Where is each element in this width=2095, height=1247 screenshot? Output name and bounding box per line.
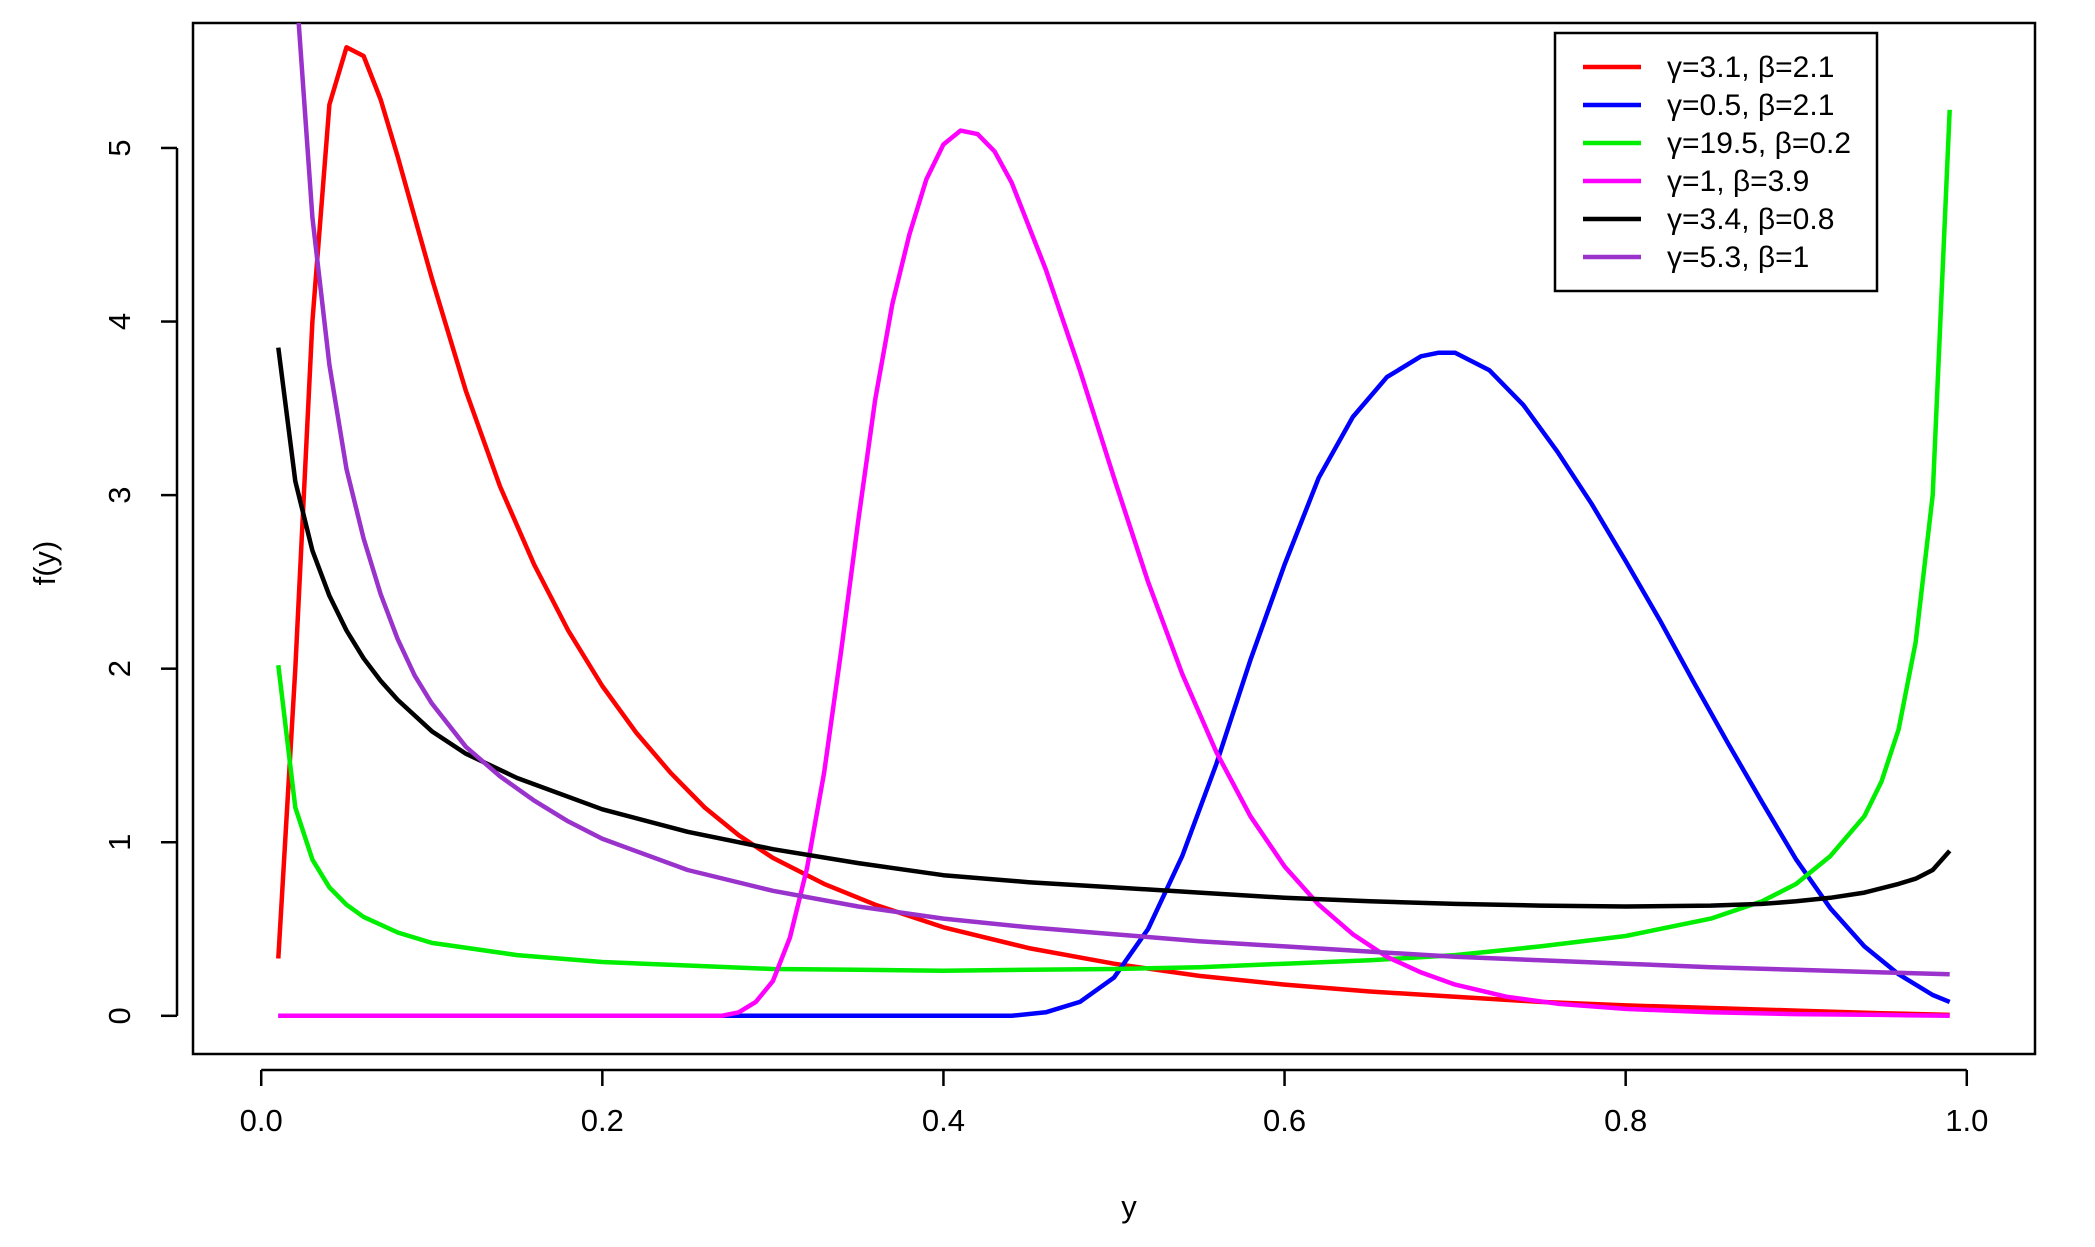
x-tick-label: 0.2 xyxy=(581,1103,624,1138)
legend-label: γ=3.1, β=2.1 xyxy=(1667,51,1834,84)
y-tick-label: 0 xyxy=(102,1007,137,1024)
legend: γ=3.1, β=2.1 γ=0.5, β=2.1 γ=19.5, β=0.2 γ=1… xyxy=(1553,31,1879,293)
series-line-3 xyxy=(276,109,1952,973)
legend-label: γ=5.3, β=1 xyxy=(1667,241,1809,274)
series-line-2 xyxy=(278,350,1951,1019)
x-tick-label: 0.6 xyxy=(1263,1103,1306,1138)
y-tick-label: 4 xyxy=(102,313,137,330)
series-line-4 xyxy=(278,128,1950,1019)
series-line-6 xyxy=(296,23,1950,977)
y-tick-label: 2 xyxy=(102,660,137,677)
x-tick-label: 1.0 xyxy=(1945,1103,1988,1138)
y-tick-label: 5 xyxy=(102,139,137,156)
y-tick-label: 1 xyxy=(102,834,137,851)
series-line-1 xyxy=(276,45,1950,1018)
x-tick-label: 0.4 xyxy=(922,1103,965,1138)
x-axis: 0.0 0.2 0.4 0.6 0.8 1.0 xyxy=(240,1068,1988,1138)
legend-label: γ=3.4, β=0.8 xyxy=(1667,203,1834,236)
y-tick-label: 3 xyxy=(102,486,137,503)
legend-label: γ=19.5, β=0.2 xyxy=(1667,127,1851,160)
x-axis-title: y xyxy=(1121,1189,1137,1224)
legend-label: γ=1, β=3.9 xyxy=(1667,165,1809,198)
series-layer xyxy=(276,23,1952,1019)
x-tick-label: 0.0 xyxy=(240,1103,283,1138)
legend-label: γ=0.5, β=2.1 xyxy=(1667,89,1834,122)
y-axis-title: f(y) xyxy=(27,541,62,586)
series-line-5 xyxy=(276,347,1952,909)
x-tick-label: 0.8 xyxy=(1604,1103,1647,1138)
legend-box xyxy=(1553,31,1879,293)
plot-frame xyxy=(191,21,2037,1056)
y-axis: 0 1 2 3 4 5 xyxy=(102,139,179,1024)
